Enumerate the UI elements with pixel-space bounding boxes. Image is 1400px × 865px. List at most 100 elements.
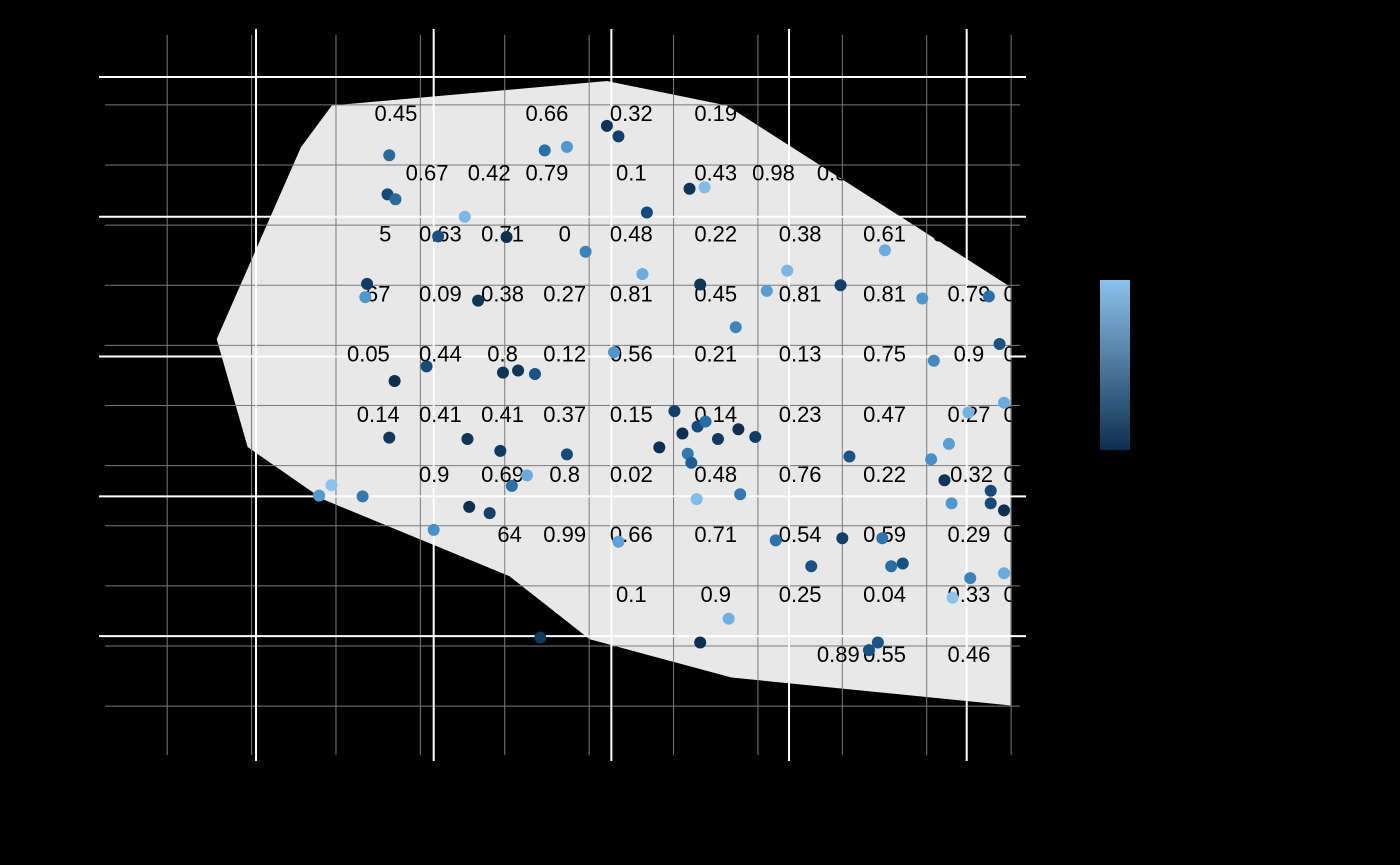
y-tick-label: 800 bbox=[61, 207, 91, 227]
cell-label: 0.48 bbox=[694, 462, 737, 487]
scatter-point bbox=[761, 285, 773, 297]
scatter-point bbox=[421, 360, 433, 372]
y-tick-label: 200 bbox=[61, 626, 91, 646]
cell-label: 0.42 bbox=[468, 161, 511, 186]
scatter-point bbox=[641, 207, 653, 219]
cell-label: 0.38 bbox=[481, 282, 524, 307]
scatter-point bbox=[685, 457, 697, 469]
cell-label: 0.79 bbox=[526, 161, 569, 186]
cell-label: 0.9 bbox=[419, 462, 450, 487]
scatter-point bbox=[580, 246, 592, 258]
scatter-point bbox=[872, 636, 884, 648]
cell-label: 0.02 bbox=[610, 462, 653, 487]
cell-label: 0.29 bbox=[948, 522, 991, 547]
scatter-point bbox=[521, 469, 533, 481]
cell-label: 0.15 bbox=[610, 402, 653, 427]
scatter-point bbox=[539, 144, 551, 156]
cell-label: 0.69 bbox=[481, 462, 524, 487]
cell-label: 0.05 bbox=[347, 342, 390, 367]
cell-label: 0.41 bbox=[481, 402, 524, 427]
cell-label: 0.46 bbox=[948, 642, 991, 667]
scatter-point bbox=[461, 433, 473, 445]
scatter-point bbox=[749, 431, 761, 443]
scatter-point bbox=[359, 291, 371, 303]
scatter-point bbox=[608, 346, 620, 358]
cell-label: 0.66 bbox=[526, 101, 569, 126]
cell-label: 0.43 bbox=[694, 161, 737, 186]
cell-label: 0.98 bbox=[752, 161, 795, 186]
scatter-point bbox=[964, 572, 976, 584]
scatter-point bbox=[962, 406, 974, 418]
cell-label: 0.41 bbox=[419, 402, 462, 427]
cell-label: 0.1 bbox=[616, 582, 647, 607]
scatter-point bbox=[653, 441, 665, 453]
scatter-point bbox=[781, 265, 793, 277]
cell-label: 0.23 bbox=[779, 402, 822, 427]
scatter-point bbox=[383, 432, 395, 444]
scatter-point bbox=[925, 453, 937, 465]
y-tick-label: 400 bbox=[61, 486, 91, 506]
scatter-point bbox=[876, 532, 888, 544]
chart-container: 0.450.660.320.190.670.420.790.10.430.980… bbox=[0, 0, 1400, 865]
cell-label: 0.61 bbox=[863, 221, 906, 246]
scatter-point bbox=[983, 290, 995, 302]
scatter-point bbox=[534, 632, 546, 644]
cell-label: 0.75 bbox=[863, 342, 906, 367]
scatter-point bbox=[770, 534, 782, 546]
scatter-point bbox=[432, 230, 444, 242]
cell-label: 0.9 bbox=[954, 342, 985, 367]
cell-label: 0.76 bbox=[779, 462, 822, 487]
scatter-point bbox=[946, 497, 958, 509]
cell-label: 0.89 bbox=[817, 642, 860, 667]
cell-label: 0.67 bbox=[406, 161, 449, 186]
cell-label: 0.1 bbox=[616, 161, 647, 186]
cell-label: 0.37 bbox=[543, 402, 586, 427]
scatter-point bbox=[732, 423, 744, 435]
cell-label: 5 bbox=[379, 221, 391, 246]
cell-label: 0.14 bbox=[357, 402, 400, 427]
scatter-point bbox=[389, 375, 401, 387]
cell-label: 0.32 bbox=[950, 462, 993, 487]
scatter-point bbox=[684, 183, 696, 195]
scatter-point bbox=[389, 193, 401, 205]
scatter-point bbox=[998, 567, 1010, 579]
scatter-point bbox=[730, 321, 742, 333]
scatter-point bbox=[700, 416, 712, 428]
cell-label: 0.12 bbox=[543, 342, 586, 367]
scatter-point bbox=[561, 141, 573, 153]
scatter-point bbox=[612, 536, 624, 548]
cell-label: 0.8 bbox=[487, 342, 518, 367]
scatter-point bbox=[676, 427, 688, 439]
cell-label: 0.32 bbox=[610, 101, 653, 126]
cell-label: 0.81 bbox=[610, 282, 653, 307]
cell-label: 0.48 bbox=[610, 221, 653, 246]
scatter-point bbox=[383, 149, 395, 161]
scatter-point bbox=[985, 485, 997, 497]
cell-label: 0.13 bbox=[779, 342, 822, 367]
scatter-point bbox=[501, 231, 513, 243]
scatter-point bbox=[885, 560, 897, 572]
scatter-point bbox=[998, 504, 1010, 516]
scatter-point bbox=[691, 493, 703, 505]
cell-label: 0.47 bbox=[863, 402, 906, 427]
scatter-point bbox=[494, 445, 506, 457]
cell-label: 0.09 bbox=[419, 282, 462, 307]
cell-label: 0.71 bbox=[694, 522, 737, 547]
scatter-point bbox=[985, 497, 997, 509]
scatter-point bbox=[506, 480, 518, 492]
cell-label: 0.81 bbox=[863, 282, 906, 307]
scatter-point bbox=[897, 557, 909, 569]
scatter-point bbox=[512, 365, 524, 377]
x-tick-label: 1000 bbox=[947, 771, 987, 791]
scatter-point bbox=[463, 501, 475, 513]
cell-label: 0.54 bbox=[779, 522, 822, 547]
scatter-point bbox=[694, 636, 706, 648]
cell-label: 0.8 bbox=[549, 462, 580, 487]
scatter-point bbox=[561, 448, 573, 460]
scatter-point bbox=[612, 130, 624, 142]
scatter-point bbox=[484, 507, 496, 519]
x-tick-label: 400 bbox=[419, 771, 449, 791]
scatter-point bbox=[994, 338, 1006, 350]
scatter-point bbox=[723, 613, 735, 625]
scatter-point bbox=[946, 592, 958, 604]
